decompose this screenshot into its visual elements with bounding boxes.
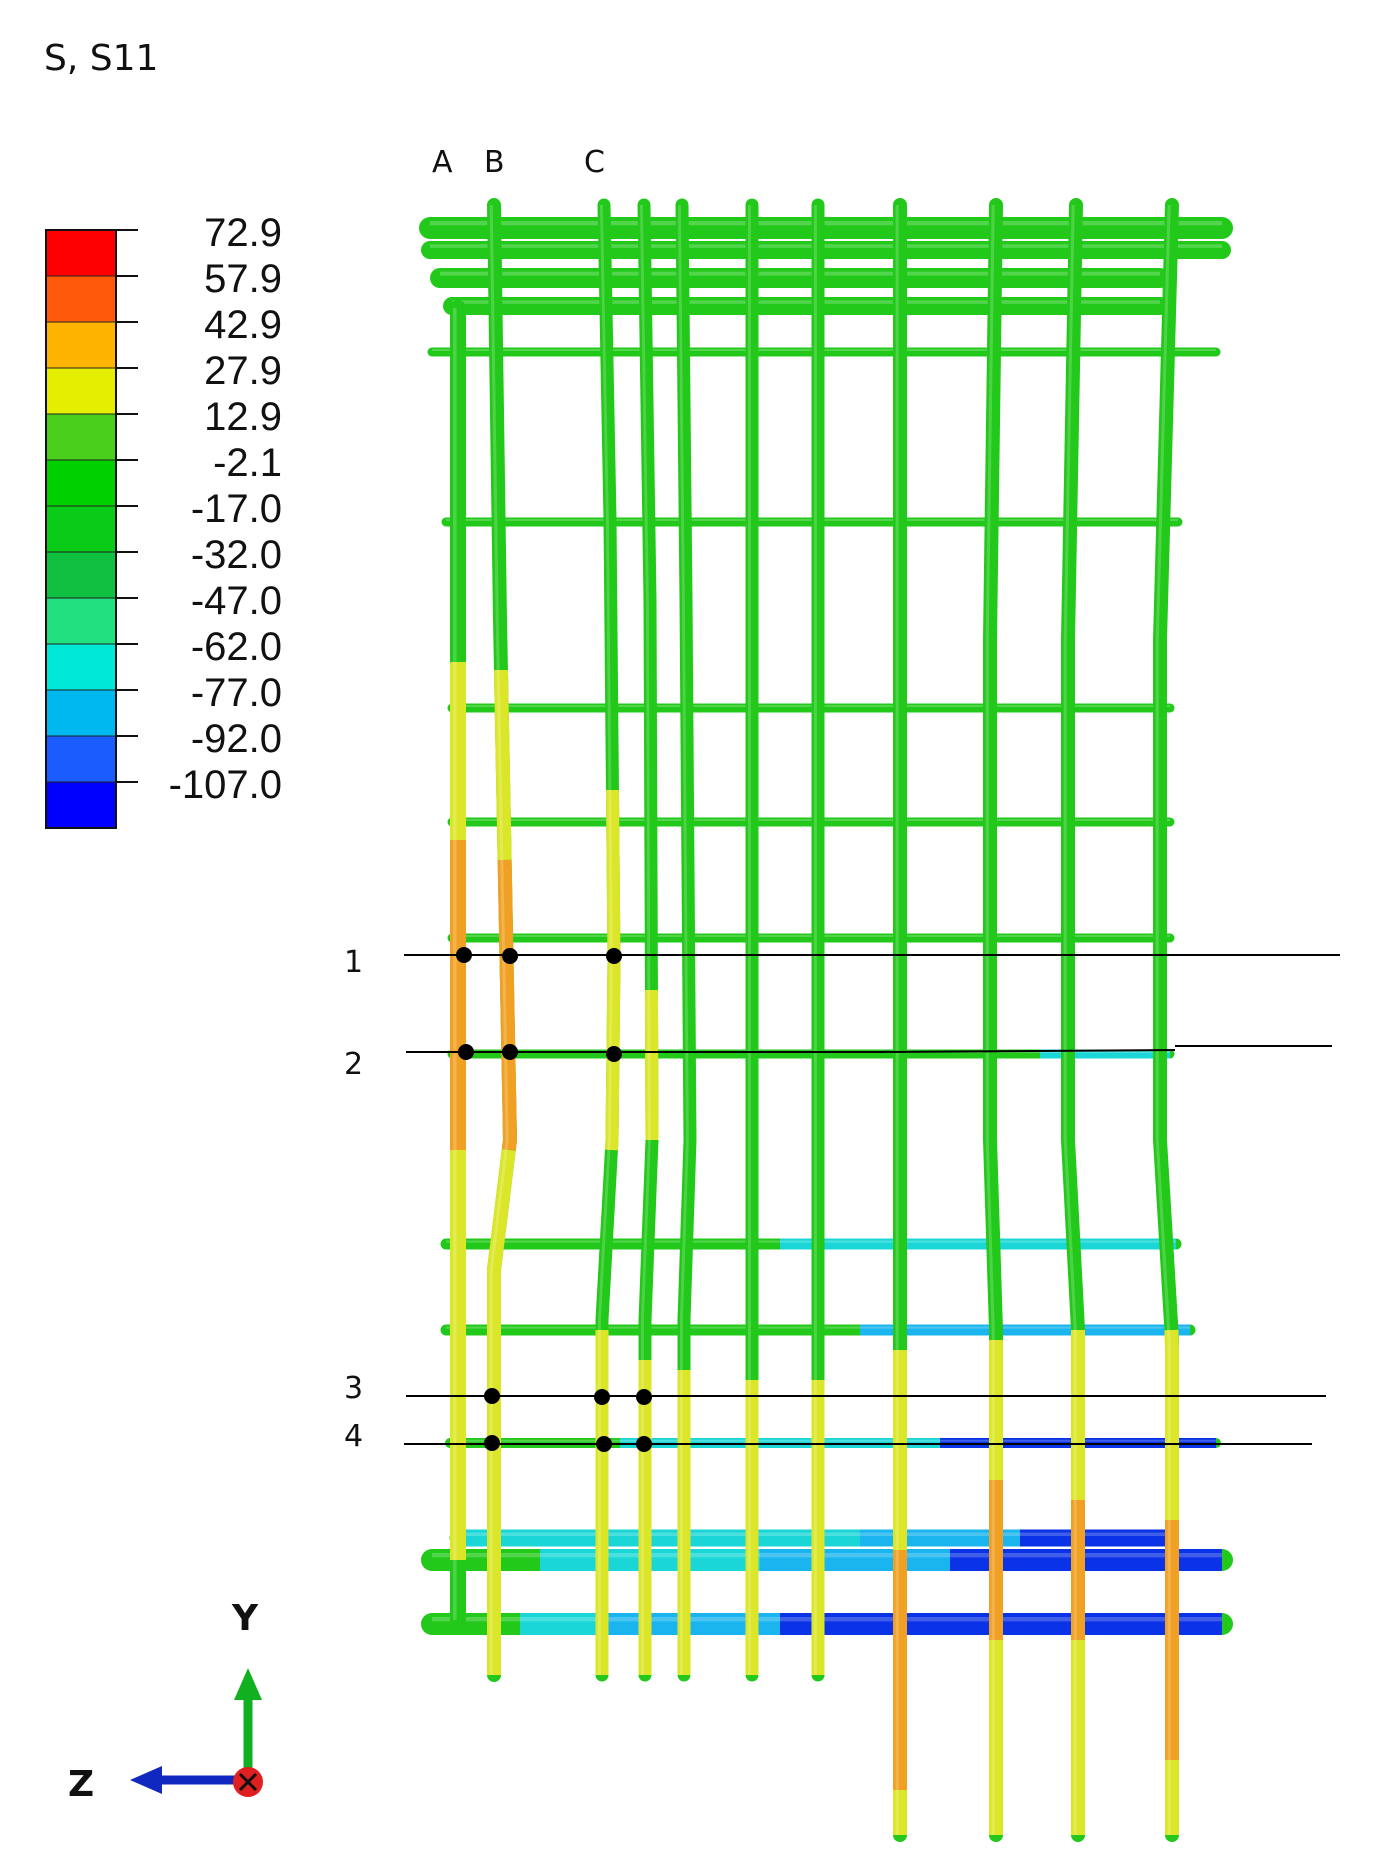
legend-label-0: 72.9 [204,211,282,255]
legend-swatch-11 [45,735,117,783]
column-label-a: A [432,145,453,180]
vbar-c-segment [605,789,621,961]
vbar-10-highlight [1063,204,1077,1835]
legend-label-2: 42.9 [204,303,282,347]
section-line-2b [879,1049,1176,1053]
legend-swatch-9 [45,643,117,691]
legend-swatch-1 [45,275,117,323]
section-lines: 1 2 3 4 [344,945,1340,1454]
legend-swatch-8 [45,597,117,645]
z-axis-arrowhead [130,1766,162,1794]
vbar-11-highlight [1155,204,1171,1835]
measurement-point-8 [636,1389,652,1405]
legend-swatch-5 [45,459,117,507]
vbar-9-highlight [985,204,995,1835]
legend-label-3: 27.9 [204,349,282,393]
legend-swatch-2 [45,321,117,369]
measurement-point-9 [484,1435,500,1451]
legend-swatch-7 [45,551,117,599]
color-legend: 72.957.942.927.912.9-2.1-17.0-32.0-47.0-… [45,211,282,829]
measurement-point-2 [606,948,622,964]
column-labels: A B C [432,145,605,180]
legend-label-9: -62.0 [191,625,282,669]
vbar-b-highlight [489,204,509,1675]
legend-swatch-12 [45,781,117,829]
coordinate-triad: Y Z [68,1598,263,1805]
rebar-cage-model [419,198,1233,1842]
y-axis-label: Y [231,1598,259,1639]
vbar-5-highlight [677,204,689,1675]
y-axis-arrowhead [234,1668,262,1700]
legend-label-1: 57.9 [204,257,282,301]
measurement-point-3 [458,1044,474,1060]
legend-swatch-6 [45,505,117,553]
legend-label-5: -2.1 [213,441,282,485]
legend-label-7: -32.0 [191,533,282,577]
legend-label-4: 12.9 [204,395,282,439]
figure-title: S, S11 [44,38,158,79]
legend-swatch-3 [45,367,117,415]
vbar-b-segment [497,859,518,1151]
legend-label-11: -92.0 [191,717,282,761]
legend-swatch-4 [45,413,117,461]
vertical-bars [450,198,1179,1842]
column-label-c: C [584,145,605,180]
legend-swatch-0 [45,229,117,277]
horizontal-bars [419,217,1233,1635]
measurement-point-11 [636,1436,652,1452]
vbar-4-segment [644,989,659,1141]
measurement-point-5 [606,1046,622,1062]
section-label-3: 3 [344,1371,363,1406]
legend-label-6: -17.0 [191,487,282,531]
measurement-point-6 [484,1388,500,1404]
measurement-point-7 [594,1389,610,1405]
measurement-point-4 [502,1044,518,1060]
measurement-point-10 [596,1436,612,1452]
section-label-1: 1 [344,945,363,980]
measurement-points [456,947,652,1452]
z-axis-label: Z [68,1764,94,1805]
column-label-b: B [484,145,505,180]
measurement-point-0 [456,947,472,963]
x-axis-cross-icon [238,1772,258,1792]
section-label-4: 4 [344,1419,363,1454]
section-label-2: 2 [344,1047,363,1082]
legend-swatch-10 [45,689,117,737]
vbar-b-segment [493,669,512,861]
measurement-point-1 [502,948,518,964]
legend-label-10: -77.0 [191,671,282,715]
legend-label-12: -107.0 [169,763,282,807]
legend-label-8: -47.0 [191,579,282,623]
